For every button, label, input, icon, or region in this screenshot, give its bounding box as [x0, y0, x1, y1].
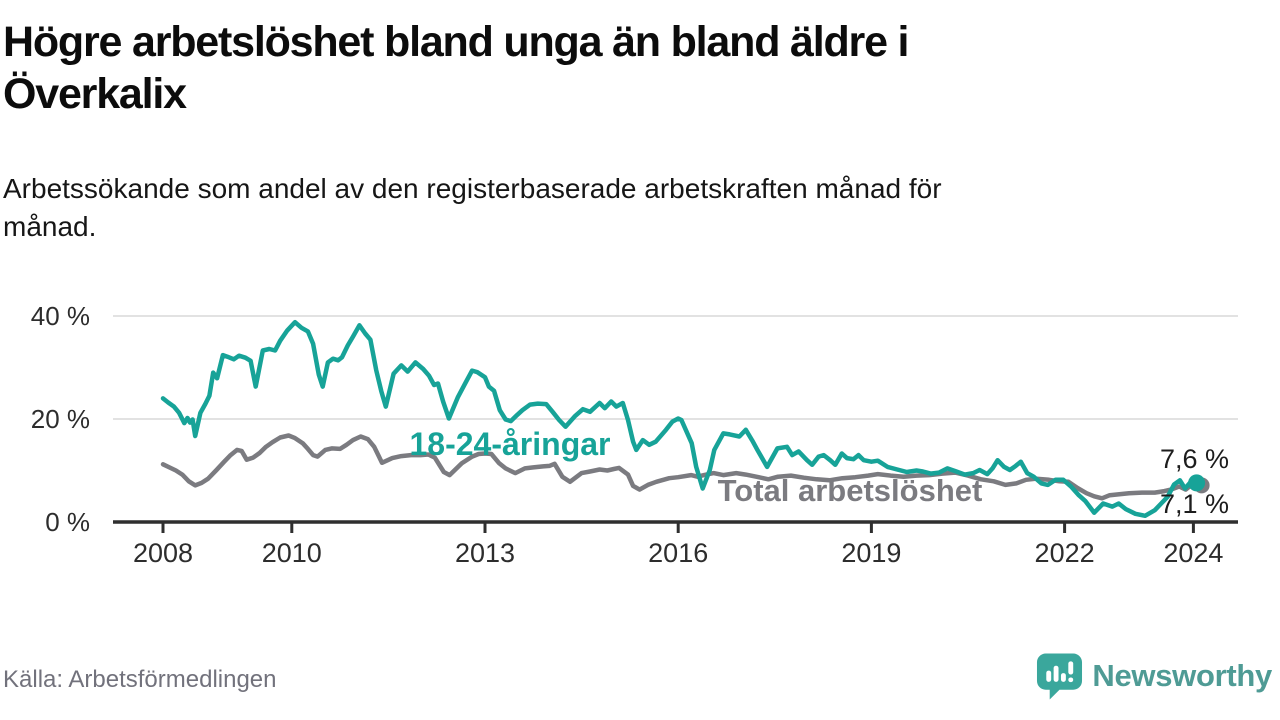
page-title: Högre arbetslöshet bland unga än bland ä…	[3, 18, 909, 119]
series-line-0	[160, 433, 1199, 501]
x-tick-label-2024: 2024	[1163, 538, 1223, 568]
newsworthy-logo[interactable]: Newsworthy	[1036, 652, 1272, 700]
x-tick-label-2008: 2008	[133, 538, 193, 568]
series-end-label-0: 7,1 %	[1160, 489, 1229, 519]
page-subtitle: Arbetssökande som andel av den registerb…	[3, 173, 942, 242]
y-tick-label-20: 20 %	[31, 404, 90, 434]
series-line-1	[160, 319, 1199, 519]
x-tick-label-2022: 2022	[1035, 538, 1095, 568]
x-tick-label-2013: 2013	[455, 538, 515, 568]
newsworthy-logo-icon	[1036, 652, 1083, 700]
y-tick-label-0: 0 %	[45, 507, 90, 537]
series-label-0: Total arbetslöshet	[718, 473, 983, 508]
y-tick-label-40: 40 %	[31, 301, 90, 331]
x-tick-label-2010: 2010	[262, 538, 322, 568]
series-end-dot-1	[1188, 474, 1206, 492]
series-label-1: 18-24-åringar	[410, 426, 611, 462]
series-end-label-1: 7,6 %	[1160, 444, 1229, 474]
newsworthy-logo-text: Newsworthy	[1092, 658, 1272, 693]
x-tick-label-2019: 2019	[841, 538, 901, 568]
source-note: Källa: Arbetsförmedlingen	[3, 666, 277, 693]
x-tick-label-2016: 2016	[648, 538, 708, 568]
